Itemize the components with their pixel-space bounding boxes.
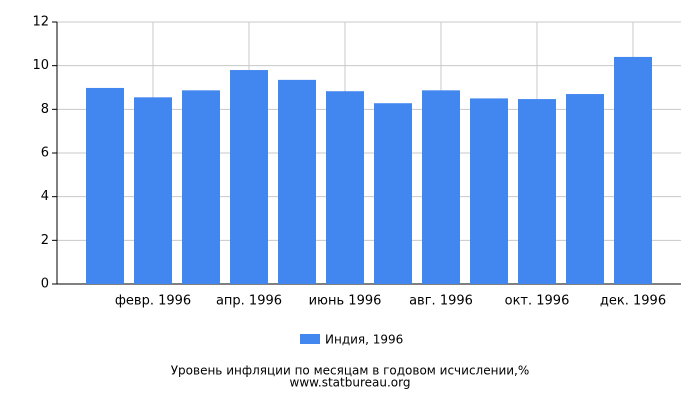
x-tick-label: апр. 1996 [216,294,282,309]
y-tick-label: 8 [41,102,49,117]
y-tick-label: 6 [41,146,49,161]
legend-label: Индия, 1996 [325,333,403,347]
bar [614,56,652,284]
x-tick-label: дек. 1996 [600,294,666,309]
bar [182,90,220,284]
bar [470,98,508,285]
bar [326,91,364,284]
bar [566,94,604,284]
chart-caption: Уровень инфляции по месяцам в годовом ис… [171,364,530,378]
legend-swatch [300,334,320,344]
bar [518,99,556,285]
bar [422,90,460,284]
y-tick-label: 10 [32,58,49,73]
y-tick-label: 2 [41,233,49,248]
y-tick-label: 0 [41,277,49,292]
bar [374,103,412,284]
y-tick-label: 12 [32,15,49,30]
x-tick-label: окт. 1996 [505,294,570,309]
x-tick-label: июнь 1996 [309,294,382,309]
bar [86,87,124,284]
bar [230,70,268,285]
bar [134,97,172,284]
x-tick-label: февр. 1996 [115,294,191,309]
bar [278,79,316,284]
x-tick-label: авг. 1996 [409,294,473,309]
y-tick-label: 4 [41,189,49,204]
source: www.statbureau.org [290,376,411,390]
